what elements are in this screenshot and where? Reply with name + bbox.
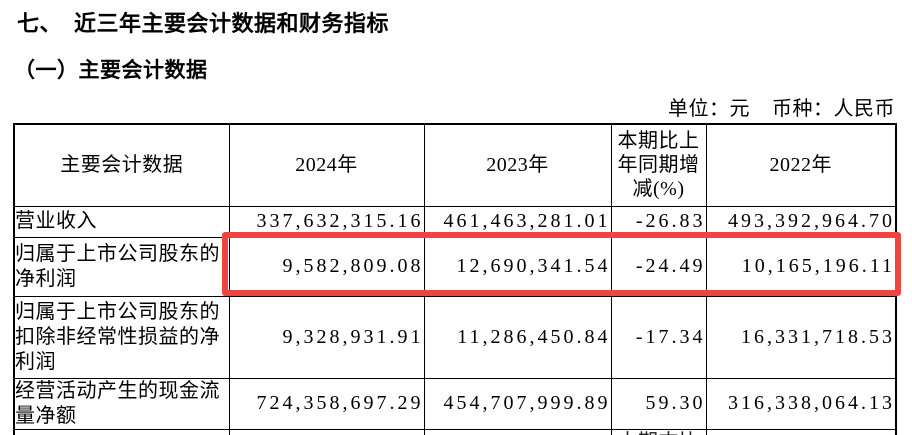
section-title: 七、 近三年主要会计数据和财务指标	[17, 11, 390, 36]
table-row-operating-cash-flow: 经营活动产生的现金流量净额 724,358,697.29 454,707,999…	[13, 377, 897, 430]
cell-2022-value: 493,392,964.70	[705, 205, 897, 238]
cell-2023-value: 11,286,450.84	[423, 295, 612, 379]
header-change: 本期比上年同期增减(%)	[610, 123, 707, 207]
cell-metric-label: 归属于上市公司股东的扣除非经常性损益的净利润	[13, 295, 230, 379]
header-2023: 2023年	[423, 123, 612, 207]
subsection-title: （一）主要会计数据	[14, 58, 208, 82]
cell-2023-value: 461,463,281.01	[423, 205, 612, 238]
cell-metric-label: 营业收入	[13, 205, 230, 238]
cell-2022-value: 316,338,064.13	[705, 377, 897, 430]
table-row-net-profit-excl-nonrecurring: 归属于上市公司股东的扣除非经常性损益的净利润 9,328,931.91 11,2…	[13, 295, 897, 379]
cell-2024-value: 9,328,931.91	[228, 295, 425, 379]
unit-label: 单位：元	[668, 98, 750, 120]
cell-2024-value: 337,632,315.16	[228, 205, 425, 238]
cell-change-value: -26.83	[610, 205, 707, 238]
cell-2023-value: 454,707,999.89	[423, 377, 612, 430]
accounting-data-table: 主要会计数据 2024年 2023年 本期比上年同期增减(%) 2022年 营业…	[13, 123, 897, 435]
unit-currency-line: 单位：元 币种：人民币	[668, 92, 895, 121]
cell-empty	[228, 428, 425, 435]
header-2022: 2022年	[705, 123, 897, 207]
header-metric: 主要会计数据	[13, 123, 230, 207]
cell-2024-value: 9,582,809.08	[228, 236, 425, 297]
cell-empty	[705, 428, 897, 435]
cell-change-value: 59.30	[610, 377, 707, 430]
cell-empty	[13, 428, 230, 435]
table-header-row: 主要会计数据 2024年 2023年 本期比上年同期增减(%) 2022年	[13, 123, 897, 207]
cell-2022-value: 16,331,718.53	[705, 295, 897, 379]
cell-2022-value: 10,165,196.11	[705, 236, 897, 297]
cell-2024-value: 724,358,697.29	[228, 377, 425, 430]
cell-metric-label: 经营活动产生的现金流量净额	[13, 377, 230, 430]
cell-change-header-clipped: 本期末比上	[610, 428, 707, 435]
cell-change-value: -24.49	[610, 236, 707, 297]
currency-label: 币种：人民币	[772, 98, 895, 120]
header-2024: 2024年	[228, 123, 425, 207]
table-row-net-profit: 归属于上市公司股东的净利润 9,582,809.08 12,690,341.54…	[13, 236, 897, 297]
table-row-revenue: 营业收入 337,632,315.16 461,463,281.01 -26.8…	[13, 205, 897, 238]
table-row-partial-clipped: 本期末比上	[13, 428, 897, 435]
cell-metric-label: 归属于上市公司股东的净利润	[13, 236, 230, 297]
cell-2023-value: 12,690,341.54	[423, 236, 612, 297]
cell-empty	[423, 428, 612, 435]
cell-change-value: -17.34	[610, 295, 707, 379]
